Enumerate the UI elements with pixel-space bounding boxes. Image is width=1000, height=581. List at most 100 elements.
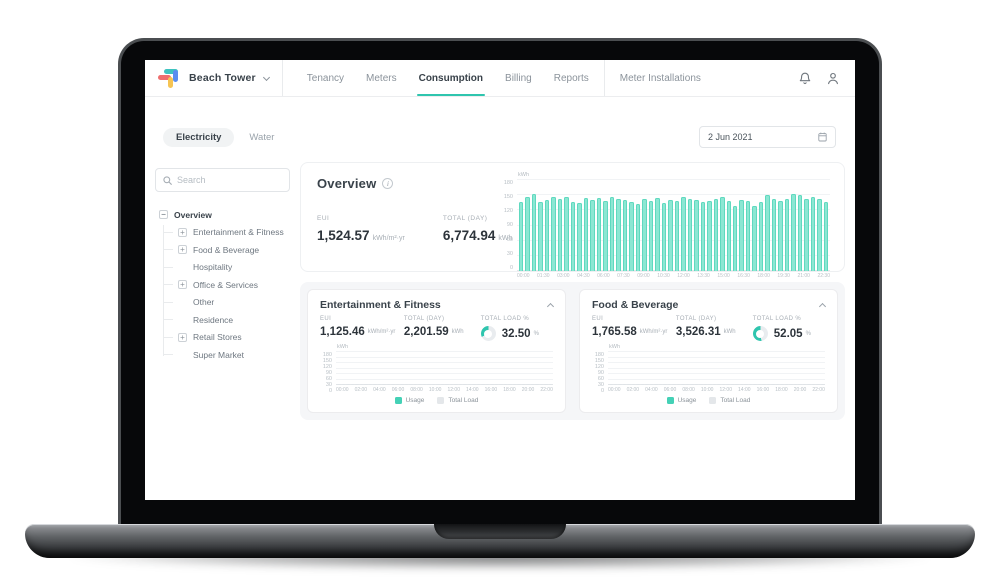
tree-item-residence[interactable]: +Residence xyxy=(155,311,290,329)
eui-label: EUI xyxy=(320,316,332,322)
tab-billing[interactable]: Billing xyxy=(505,72,532,84)
tab-water[interactable]: Water xyxy=(249,131,275,143)
overview-bar-chart: kWh 180 150 120 90 60 30 0 00:00 01:30 03:00 04:30 0… xyxy=(503,172,830,279)
usage-stacked-chart: kWh 180 150 120 90 60 30 0 00:00 02:00 04:00 06:00 0… xyxy=(322,344,553,394)
expand-icon[interactable]: + xyxy=(178,227,187,237)
tree-item-label: Super Market xyxy=(193,349,245,360)
overview-stats: EUI 1,524.57 kWh/m²·yr TOTAL (DAY) 6,774.… xyxy=(317,215,512,243)
total-day-unit: kWh xyxy=(498,235,513,242)
app-window: Beach Tower Tenancy Meters Consumption Bill… xyxy=(145,60,855,500)
account-button[interactable] xyxy=(824,69,842,87)
collapse-icon[interactable]: − xyxy=(159,210,168,220)
load-value: 52.05 xyxy=(773,327,803,340)
date-picker-value: 2 Jun 2021 xyxy=(708,132,753,142)
tree-connector xyxy=(164,249,173,251)
chart-legend: Usage Total Load xyxy=(592,394,825,407)
eui-label: EUI xyxy=(592,316,604,322)
overview-panel: Overview i EUI 1,524.57 kWh/m²·yr TOTAL (… xyxy=(300,162,845,279)
tree-connector xyxy=(164,336,173,338)
tree-connector xyxy=(164,354,173,356)
card-title: Entertainment & Fitness xyxy=(320,299,441,311)
tree-item-label: Overview xyxy=(174,209,212,220)
load-donut-chart xyxy=(752,326,768,341)
eui-value: 1,765.58 xyxy=(592,326,637,338)
chart-bars xyxy=(336,352,553,385)
tree-connector xyxy=(164,301,173,303)
total-day-value: 2,201.59 xyxy=(403,326,449,338)
tree-item-overview[interactable]: − Overview xyxy=(155,206,290,224)
building-selector-label[interactable]: Beach Tower xyxy=(189,72,256,84)
usage-swatch xyxy=(394,397,402,404)
divider xyxy=(603,60,605,96)
tree-item-entertainment-fitness[interactable]: + Entertainment & Fitness xyxy=(155,224,290,242)
tab-electricity[interactable]: Electricity xyxy=(163,127,235,147)
tree-connector xyxy=(164,319,173,321)
total-load-label: TOTAL LOAD % xyxy=(480,316,530,322)
tree-item-other[interactable]: +Other xyxy=(155,294,290,312)
load-value: 32.50 xyxy=(501,327,531,340)
total-load-label: TOTAL LOAD % xyxy=(752,316,802,322)
tenant-cards-section: Entertainment & Fitness EUI 1,125.46 kWh/… xyxy=(300,282,845,420)
category-tree: − Overview + Entertainment & Fitness + Food &… xyxy=(155,206,290,364)
laptop-base xyxy=(25,524,975,558)
expand-icon[interactable]: + xyxy=(178,332,187,342)
total-day-unit: kWh xyxy=(723,329,736,335)
total-day-unit: kWh xyxy=(451,329,464,335)
tab-tenancy[interactable]: Tenancy xyxy=(306,72,345,84)
tree-item-label: Office & Services xyxy=(193,279,259,290)
chevron-down-icon[interactable] xyxy=(262,73,270,81)
tab-meter-installations[interactable]: Meter Installations xyxy=(619,72,701,84)
bell-icon xyxy=(799,72,811,84)
tree-item-label: Entertainment & Fitness xyxy=(193,227,284,238)
total-day-label: TOTAL (DAY) xyxy=(442,215,488,222)
expand-icon[interactable]: + xyxy=(178,245,187,255)
eui-value: 1,524.57 xyxy=(317,228,370,243)
tree-item-super-market[interactable]: +Super Market xyxy=(155,346,290,364)
card-title: Food & Beverage xyxy=(592,299,679,311)
eui-label: EUI xyxy=(317,215,330,222)
search-input[interactable] xyxy=(177,175,282,185)
notifications-button[interactable] xyxy=(796,69,814,87)
eui-unit: kWh/m²·yr xyxy=(639,329,668,335)
tree-item-office-services[interactable]: + Office & Services xyxy=(155,276,290,294)
page-title: Overview xyxy=(317,176,377,191)
tree-connector xyxy=(164,284,173,286)
eui-unit: kWh/m²·yr xyxy=(367,329,396,335)
usage-stacked-chart: kWh 180 150 120 90 60 30 0 00:00 02:00 04:00 06:00 0… xyxy=(594,344,825,394)
total-day-value: 3,526.31 xyxy=(675,326,721,338)
tree-guide-line xyxy=(163,225,164,356)
chevron-up-icon[interactable] xyxy=(818,302,827,311)
chart-bars xyxy=(608,352,825,385)
tree-item-hospitality[interactable]: +Hospitality xyxy=(155,259,290,277)
expand-icon[interactable]: + xyxy=(178,280,187,290)
eui-unit: kWh/m²·yr xyxy=(372,235,405,242)
date-picker[interactable]: 2 Jun 2021 xyxy=(699,126,836,148)
tree-item-label: Hospitality xyxy=(193,262,233,273)
tab-reports[interactable]: Reports xyxy=(553,72,589,84)
tree-item-label: Other xyxy=(193,297,215,308)
legend-total-label: Total Load xyxy=(720,397,751,404)
tree-connector xyxy=(164,266,173,268)
card-food-beverage: Food & Beverage EUI 1,765.58 kWh/m²·yr TO… xyxy=(579,289,838,413)
tree-item-label: Residence xyxy=(193,314,234,325)
usage-swatch xyxy=(666,397,674,404)
calendar-icon xyxy=(818,132,827,142)
tree-connector xyxy=(164,231,173,233)
legend-total-label: Total Load xyxy=(448,397,479,404)
tab-consumption[interactable]: Consumption xyxy=(408,60,494,96)
chart-legend: Usage Total Load xyxy=(320,394,553,407)
card-entertainment-fitness: Entertainment & Fitness EUI 1,125.46 kWh/… xyxy=(307,289,566,413)
eui-value: 1,125.46 xyxy=(320,326,365,338)
top-nav-bar: Beach Tower Tenancy Meters Consumption Bill… xyxy=(145,60,855,97)
chevron-up-icon[interactable] xyxy=(546,302,555,311)
nav-tabs: Tenancy Meters Consumption Billing Reports Me… xyxy=(296,60,712,96)
total-load-swatch xyxy=(709,397,717,404)
total-day-value: 6,774.94 xyxy=(442,228,496,243)
tab-meters[interactable]: Meters xyxy=(366,72,397,84)
tree-item-food-beverage[interactable]: + Food & Beverage xyxy=(155,241,290,259)
app-logo-icon xyxy=(158,67,180,89)
sidebar: −Overview + Entertainment & Fitness + Food &… xyxy=(155,168,290,364)
search-box[interactable] xyxy=(155,168,290,192)
tree-item-retail-stores[interactable]: + Retail Stores xyxy=(155,329,290,347)
info-icon[interactable]: i xyxy=(382,178,394,189)
